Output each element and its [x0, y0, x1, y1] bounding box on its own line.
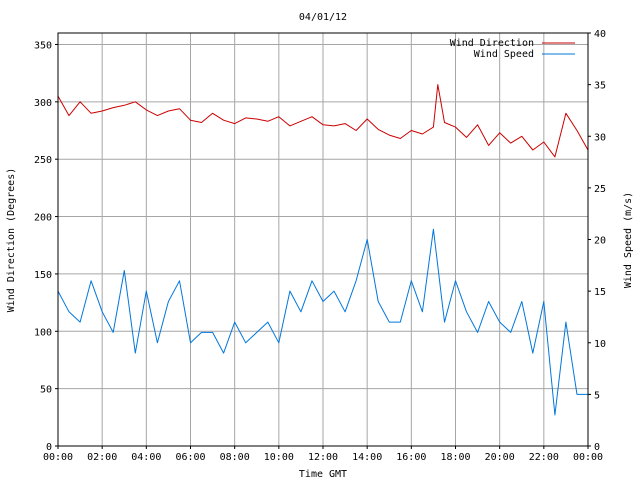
x-axis-label: Time GMT — [299, 469, 347, 480]
y-right-tick-label: 10 — [594, 339, 606, 350]
y-right-tick-label: 20 — [594, 236, 606, 247]
y-right-tick-label: 35 — [594, 81, 606, 92]
y-axis-label-right: Wind Speed (m/s) — [623, 192, 634, 288]
y-left-tick-label: 200 — [34, 213, 52, 224]
legend: Wind Direction Wind Speed — [450, 38, 575, 60]
y-left-tick-label: 0 — [46, 442, 52, 453]
y-right-tick-label: 40 — [594, 29, 606, 40]
x-tick-label: 04:00 — [131, 452, 161, 463]
x-tick-label: 02:00 — [87, 452, 117, 463]
x-tick-label: 16:00 — [396, 452, 426, 463]
x-tick-label: 06:00 — [175, 452, 205, 463]
x-tick-label: 00:00 — [573, 452, 603, 463]
y-right-tick-label: 25 — [594, 184, 606, 195]
x-tick-label: 08:00 — [220, 452, 250, 463]
series-line-wind-speed — [57, 228, 588, 416]
legend-label-wind-direction: Wind Direction — [450, 38, 534, 49]
y-left-tick-label: 150 — [34, 270, 52, 281]
y-left-tick-label: 250 — [34, 155, 52, 166]
x-tick-label: 18:00 — [440, 452, 470, 463]
y-left-tick-label: 350 — [34, 40, 52, 51]
x-tick-label: 20:00 — [485, 452, 515, 463]
grid-lines — [58, 33, 588, 446]
y-right-tick-label: 0 — [594, 442, 600, 453]
y-axis-label-left: Wind Direction (Degrees) — [6, 168, 17, 313]
x-tick-label: 22:00 — [529, 452, 559, 463]
chart-title: 04/01/12 — [299, 12, 347, 23]
axes: 00:00 02:00 04:00 06:00 08:00 10:00 12:00 14:00… — [34, 29, 606, 463]
series-line-wind-direction — [57, 84, 589, 158]
x-tick-label: 00:00 — [43, 452, 73, 463]
series-lines — [57, 84, 589, 416]
y-left-tick-label: 100 — [34, 327, 52, 338]
y-right-tick-label: 15 — [594, 287, 606, 298]
x-tick-label: 12:00 — [308, 452, 338, 463]
y-right-tick-label: 30 — [594, 132, 606, 143]
y-left-tick-label: 50 — [40, 385, 52, 396]
legend-label-wind-speed: Wind Speed — [474, 49, 534, 60]
y-right-tick-label: 5 — [594, 390, 600, 401]
x-tick-label: 10:00 — [264, 452, 294, 463]
y-left-tick-label: 300 — [34, 98, 52, 109]
x-tick-label: 14:00 — [352, 452, 382, 463]
